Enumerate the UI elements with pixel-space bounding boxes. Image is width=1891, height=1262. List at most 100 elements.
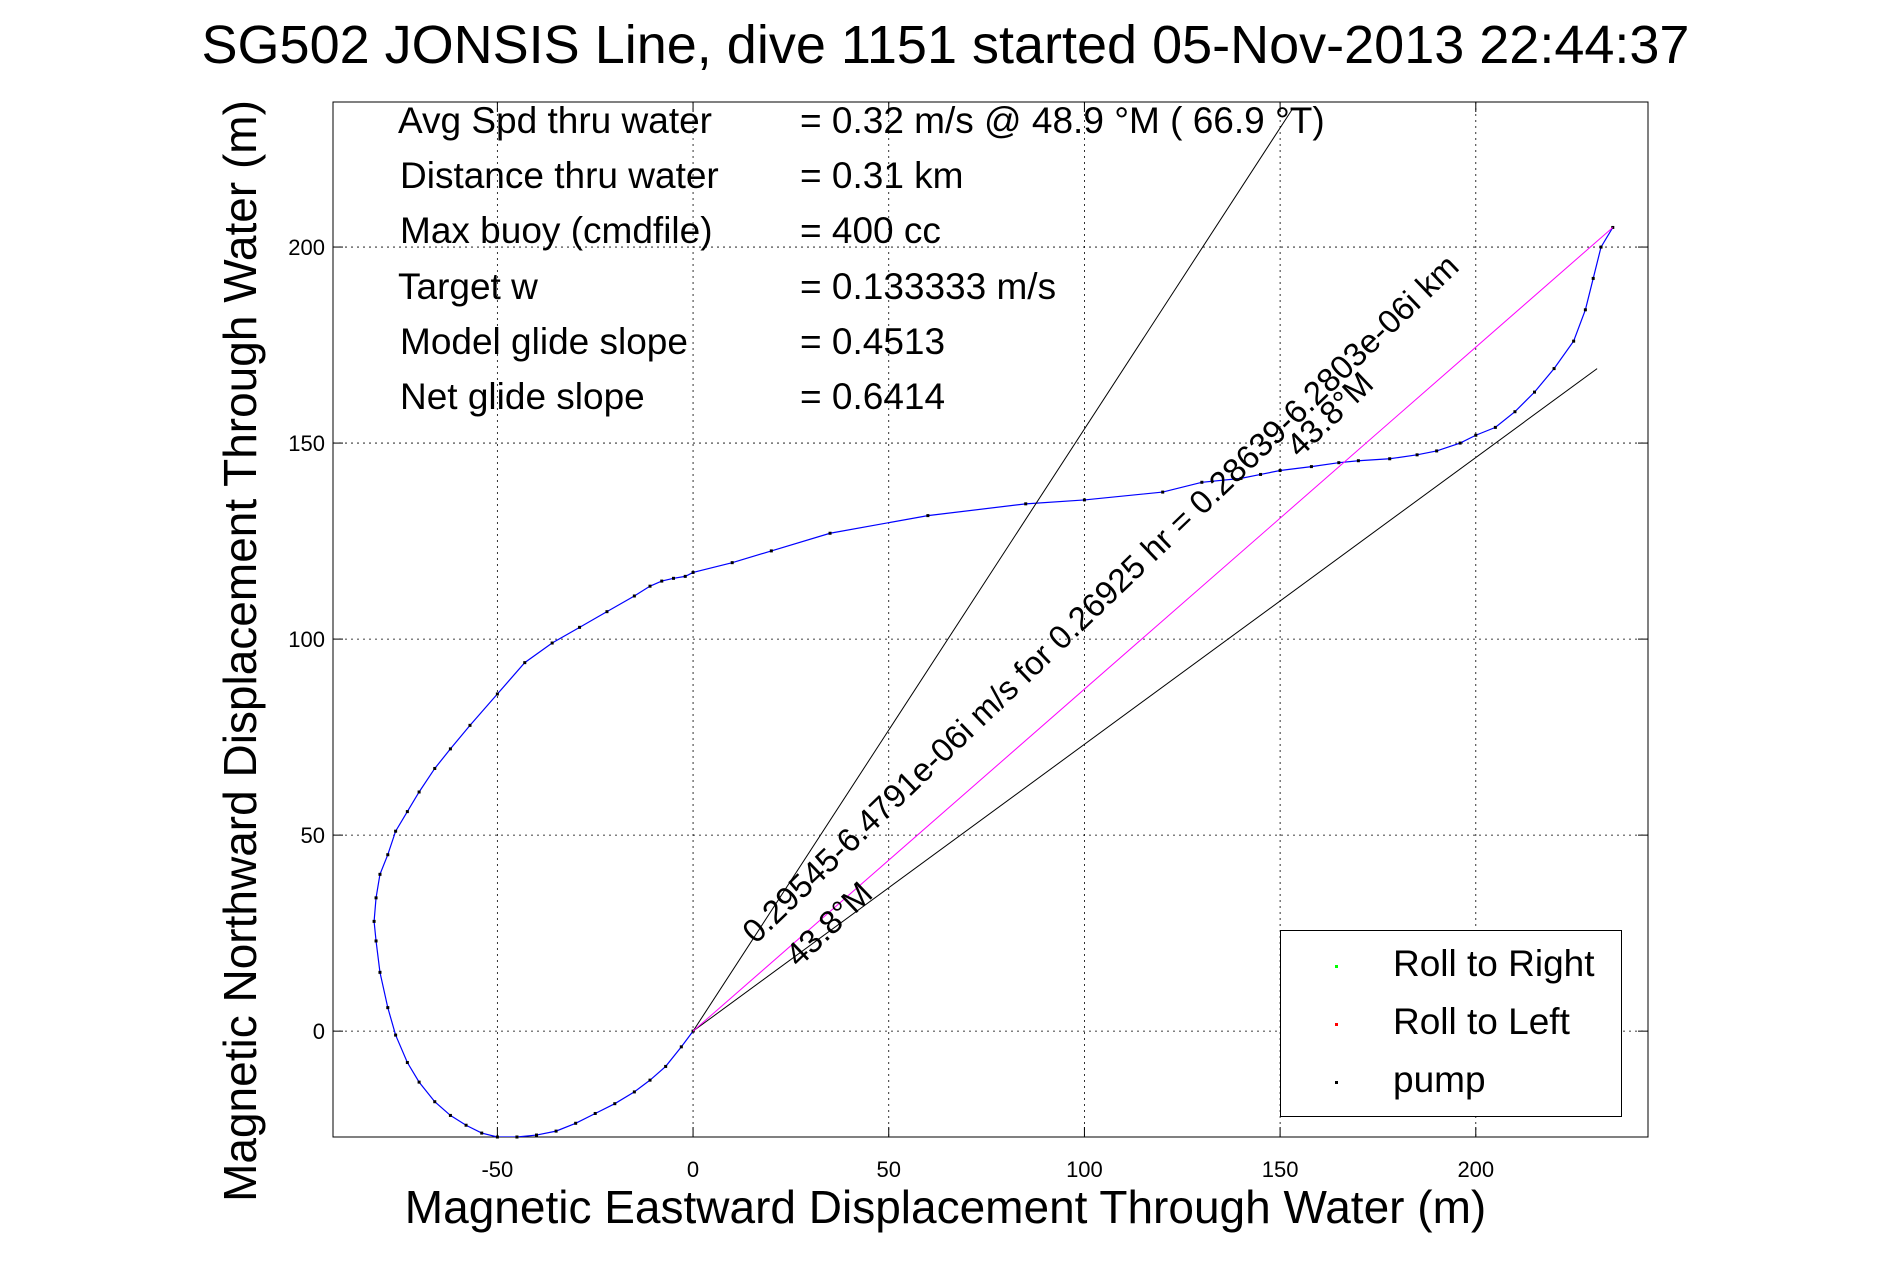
pump-point	[578, 625, 582, 629]
displacement-vector-line	[692, 227, 1614, 1032]
pump-point	[1458, 441, 1462, 445]
pump-point	[495, 1135, 499, 1139]
y-tick-label: 50	[301, 823, 325, 848]
stat-max-buoy-value: = 400 cc	[800, 210, 941, 251]
x-tick-label: -50	[481, 1157, 513, 1182]
stat-distance-value: = 0.31 km	[800, 155, 964, 196]
pump-point	[386, 1006, 390, 1010]
pump-point	[1572, 339, 1576, 343]
legend-entry-roll-right: Roll to Right	[1281, 939, 1621, 999]
legend-label-pump: pump	[1393, 1059, 1486, 1100]
pump-point	[1200, 480, 1204, 484]
pump-point	[1356, 459, 1360, 463]
pump-point	[828, 531, 832, 535]
legend-marker-pump	[1335, 1081, 1338, 1084]
pump-point	[648, 584, 652, 588]
pump-point	[535, 1133, 539, 1137]
pump-point	[378, 970, 382, 974]
pump-point	[378, 872, 382, 876]
stat-avg-speed-label: Avg Spd thru water	[398, 100, 712, 141]
pump-point	[417, 790, 421, 794]
pump-point	[1583, 308, 1587, 312]
legend-entry-roll-left: Roll to Left	[1281, 997, 1621, 1057]
legend-label-roll-right: Roll to Right	[1393, 943, 1595, 984]
x-axis-label: Magnetic Eastward Displacement Through W…	[404, 1181, 1487, 1233]
stat-net-glide-value: = 0.6414	[800, 376, 946, 417]
pump-point	[605, 610, 609, 614]
pump-point	[1337, 461, 1341, 465]
stat-target-w-label: Target w	[398, 266, 538, 307]
y-axis-label: Magnetic Northward Displacement Through …	[214, 100, 266, 1202]
chart-legend: Roll to Right Roll to Left pump	[1280, 930, 1622, 1117]
pump-point	[1493, 425, 1497, 429]
pump-point	[468, 723, 472, 727]
pump-point	[1591, 276, 1595, 280]
pump-point	[1259, 472, 1263, 476]
y-tick-label: 0	[313, 1019, 325, 1044]
pump-point	[613, 1102, 617, 1106]
legend-marker-roll-right	[1335, 965, 1338, 968]
pump-point	[660, 579, 664, 583]
x-tick-label: 150	[1262, 1157, 1299, 1182]
stat-target-w-value: = 0.133333 m/s	[800, 266, 1057, 307]
pump-point	[1082, 498, 1086, 502]
pump-point	[523, 661, 527, 665]
pump-point	[1513, 410, 1517, 414]
pump-point	[664, 1064, 668, 1068]
pump-point	[1435, 449, 1439, 453]
y-tick-label: 150	[288, 431, 325, 456]
pump-point	[574, 1121, 578, 1125]
pump-point	[671, 576, 675, 580]
stat-model-glide-label: Model glide slope	[400, 321, 688, 362]
stat-distance-label: Distance thru water	[400, 155, 719, 196]
pump-point	[405, 1061, 409, 1065]
stat-avg-speed-value: = 0.32 m/s @ 48.9 °M ( 66.9 °T)	[800, 100, 1325, 141]
legend-marker-roll-left	[1335, 1023, 1338, 1026]
stat-model-glide-value: = 0.4513	[800, 321, 946, 362]
pump-point	[495, 692, 499, 696]
pump-point	[1552, 367, 1556, 371]
chart-title: SG502 JONSIS Line, dive 1151 started 05-…	[201, 15, 1690, 75]
pump-point	[1533, 390, 1537, 394]
pump-point	[683, 574, 687, 578]
legend-label-roll-left: Roll to Left	[1393, 1001, 1570, 1042]
pump-point	[448, 1113, 452, 1117]
pump-point	[464, 1123, 468, 1127]
series-line-ref-line-1	[692, 109, 1293, 1032]
pump-point	[632, 1090, 636, 1094]
pump-point	[394, 1033, 398, 1037]
pump-point	[926, 514, 930, 518]
legend-entry-pump: pump	[1281, 1055, 1621, 1115]
pump-point	[769, 549, 773, 553]
plot-frame	[332, 101, 1649, 1138]
pump-point	[632, 594, 636, 598]
pump-point	[405, 810, 409, 814]
pump-point	[1474, 433, 1478, 437]
pump-point	[515, 1135, 519, 1139]
pump-point	[433, 1100, 437, 1104]
stat-max-buoy-label: Max buoy (cmdfile)	[400, 210, 713, 251]
pump-point	[554, 1129, 558, 1133]
pump-point	[1278, 469, 1282, 473]
pump-point	[448, 747, 452, 751]
y-tick-label: 200	[288, 235, 325, 260]
pump-point	[1024, 502, 1028, 506]
pump-point	[1309, 465, 1313, 469]
pump-point	[1415, 453, 1419, 457]
x-tick-label: 200	[1457, 1157, 1494, 1182]
pump-point	[374, 896, 378, 900]
pump-point	[1239, 476, 1243, 480]
pump-point	[1388, 457, 1392, 461]
y-tick-label: 100	[288, 627, 325, 652]
pump-point	[679, 1045, 683, 1049]
x-tick-label: 0	[687, 1157, 699, 1182]
pump-point	[433, 766, 437, 770]
stat-net-glide-label: Net glide slope	[400, 376, 645, 417]
pump-point	[372, 919, 376, 923]
pump-point	[394, 829, 398, 833]
x-tick-label: 100	[1066, 1157, 1103, 1182]
pump-point	[691, 570, 695, 574]
pump-point	[480, 1131, 484, 1135]
pump-point	[550, 641, 554, 645]
